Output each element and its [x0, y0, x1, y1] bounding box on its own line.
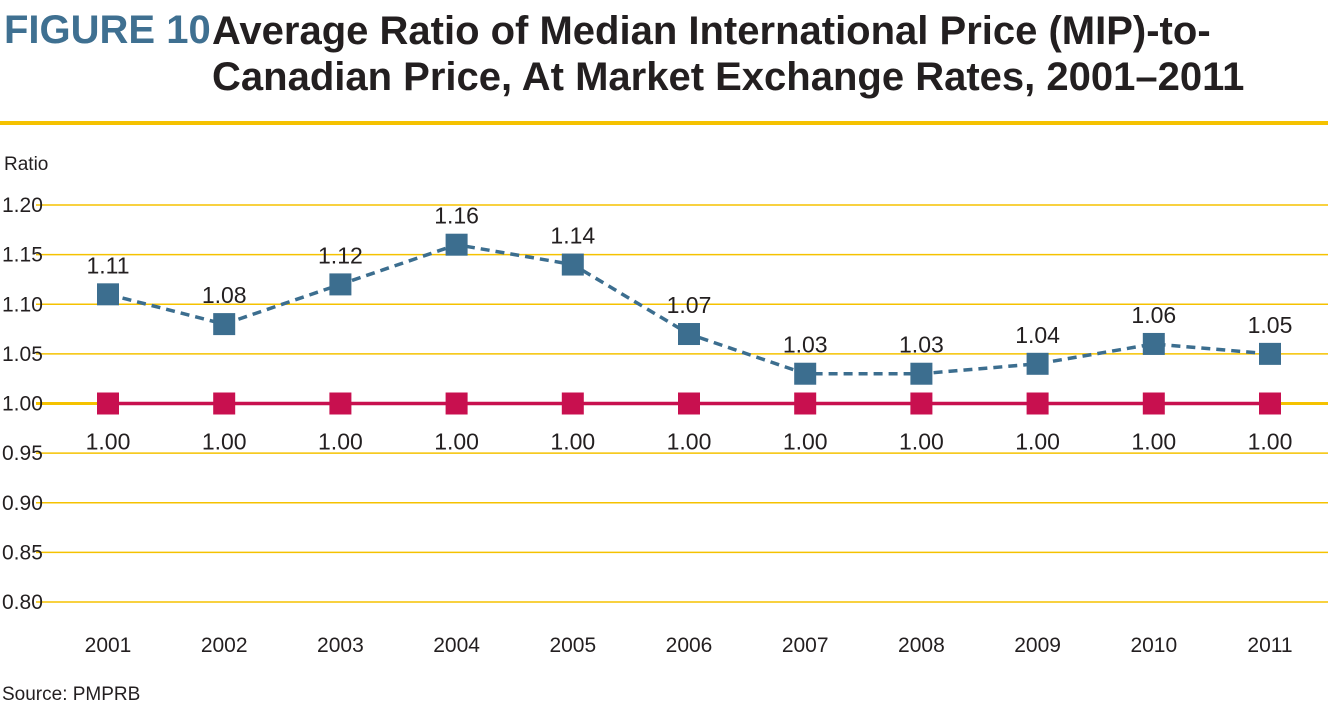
y-tick-label: 0.80 — [2, 591, 43, 614]
y-tick-label: 1.05 — [2, 343, 43, 366]
y-tick-label: 1.20 — [2, 194, 43, 217]
canadian-baseline-data-label: 1.00 — [783, 429, 828, 455]
mip-ratio-marker — [561, 253, 584, 276]
mip-ratio-data-label: 1.03 — [899, 332, 944, 358]
x-tick-label: 2008 — [898, 634, 945, 657]
figure-title: Average Ratio of Median International Pr… — [212, 9, 1245, 99]
canadian-baseline-data-label: 1.00 — [318, 429, 363, 455]
x-axis-ticks: 2001 2002 2003 2004 2005 2006 2007 2008 2009 2010… — [85, 634, 1293, 657]
canadian-baseline-data-label: 1.00 — [202, 429, 247, 455]
x-tick-label: 2003 — [317, 634, 364, 657]
canadian-baseline-data-label: 1.00 — [86, 429, 131, 455]
x-tick-label: 2004 — [433, 634, 480, 657]
y-tick-label: 1.00 — [2, 393, 43, 416]
mip-ratio-marker — [1259, 342, 1281, 365]
series — [97, 233, 1281, 415]
mip-ratio-marker — [910, 362, 933, 385]
canadian-baseline-marker — [678, 392, 700, 415]
canadian-baseline-data-label: 1.00 — [550, 429, 595, 455]
canadian-baseline-marker — [1259, 392, 1281, 415]
x-tick-label: 2010 — [1130, 634, 1177, 657]
canadian-baseline-marker — [1026, 392, 1049, 415]
canadian-baseline-marker — [213, 392, 236, 415]
x-tick-label: 2002 — [201, 634, 248, 657]
x-tick-label: 2005 — [549, 634, 596, 657]
canadian-baseline-data-label: 1.00 — [899, 429, 944, 455]
canadian-baseline-marker — [1142, 392, 1165, 415]
mip-ratio-marker — [1142, 332, 1165, 355]
canadian-baseline-marker — [794, 392, 817, 415]
mip-ratio-data-label: 1.12 — [318, 242, 363, 268]
source-note: Source: PMPRB — [2, 684, 141, 705]
mip-ratio-marker — [1026, 352, 1049, 375]
line-chart: Ratio 0.80 0.85 0.90 0.95 1.00 1.05 1.10 1.15 1.2… — [2, 154, 1328, 657]
canadian-baseline-marker — [910, 392, 933, 415]
canadian-baseline-marker — [329, 392, 352, 415]
y-tick-label: 1.15 — [2, 244, 43, 267]
canadian-baseline-marker — [445, 392, 468, 415]
y-tick-label: 0.90 — [2, 492, 43, 515]
data-labels: 1.11 1.08 1.12 1.16 1.14 1.07 1.03 1.03 1.04 1.06… — [86, 203, 1293, 455]
mip-ratio-data-label: 1.05 — [1248, 312, 1293, 338]
canadian-baseline-data-label: 1.00 — [434, 429, 479, 455]
mip-ratio-data-label: 1.08 — [202, 282, 247, 308]
canadian-baseline-marker — [561, 392, 584, 415]
x-tick-label: 2001 — [85, 634, 132, 657]
mip-ratio-data-label: 1.03 — [783, 332, 828, 358]
y-tick-label: 0.85 — [2, 541, 43, 564]
canadian-baseline-data-label: 1.00 — [667, 429, 712, 455]
figure-header: FIGURE 10 Average Ratio of Median Intern… — [0, 0, 1328, 125]
mip-ratio-data-label: 1.06 — [1131, 302, 1176, 328]
figure-label: FIGURE 10 — [4, 8, 211, 52]
canadian-baseline-data-label: 1.00 — [1131, 429, 1176, 455]
canadian-baseline-marker — [97, 392, 119, 415]
mip-ratio-marker — [794, 362, 817, 385]
mip-ratio-data-label: 1.14 — [550, 223, 595, 249]
mip-ratio-marker — [97, 283, 119, 306]
canadian-baseline-data-label: 1.00 — [1248, 429, 1293, 455]
mip-ratio-data-label: 1.07 — [667, 292, 712, 318]
mip-ratio-marker — [445, 233, 468, 256]
x-tick-label: 2006 — [666, 634, 713, 657]
canadian-baseline-data-label: 1.00 — [1015, 429, 1060, 455]
x-tick-label: 2007 — [782, 634, 829, 657]
y-axis-title: Ratio — [4, 154, 48, 175]
mip-ratio-data-label: 1.04 — [1015, 322, 1060, 348]
mip-ratio-data-label: 1.11 — [86, 252, 129, 278]
y-tick-label: 0.95 — [2, 442, 43, 465]
mip-ratio-data-label: 1.16 — [434, 203, 479, 229]
mip-ratio-marker — [213, 313, 236, 336]
y-tick-label: 1.10 — [2, 293, 43, 316]
x-tick-label: 2009 — [1014, 634, 1061, 657]
x-tick-label: 2011 — [1247, 634, 1292, 657]
y-axis-ticks: Ratio 0.80 0.85 0.90 0.95 1.00 1.05 1.10 1.15 1.2… — [2, 154, 48, 614]
mip-ratio-marker — [678, 323, 700, 346]
mip-ratio-marker — [329, 273, 352, 296]
header-rule — [0, 121, 1328, 125]
